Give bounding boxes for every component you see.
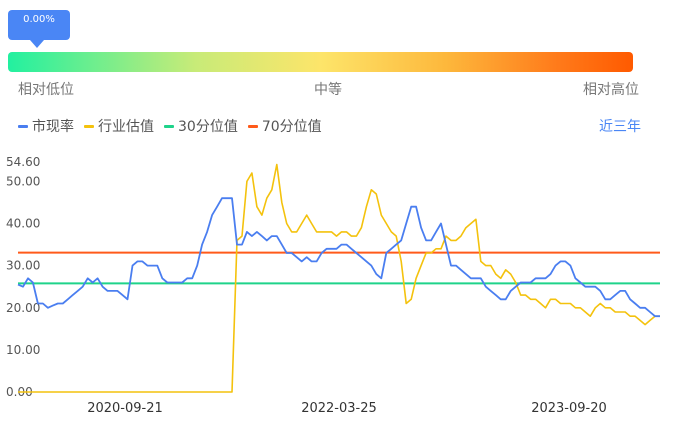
gauge-mid-label: 中等 — [314, 82, 342, 98]
x-tick-label: 2022-03-25 — [301, 401, 377, 416]
series-line-pe — [17, 197, 660, 318]
gauge-high-label: 相对高位 — [583, 82, 639, 98]
legend-swatch-pe — [18, 124, 28, 128]
x-tick-label: 2023-09-20 — [531, 401, 607, 416]
legend-item-p70[interactable]: 70分位值 — [247, 116, 322, 136]
legend-item-pe[interactable]: 市现率 — [18, 116, 74, 136]
valuation-line-chart: 54.6050.0040.0030.0020.0010.000.002020-0… — [6, 155, 660, 416]
legend-label-p70: 70分位值 — [261, 119, 322, 135]
legend-swatch-p30 — [164, 124, 174, 128]
y-tick-label: 20.00 — [6, 301, 40, 315]
legend-swatch-industry — [84, 124, 94, 128]
legend-label-pe: 市现率 — [32, 119, 74, 135]
legend-item-industry[interactable]: 行业估值 — [84, 116, 154, 136]
chart-legend: 市现率 行业估值 30分位值 70分位值 — [18, 116, 322, 136]
y-tick-label: 30.00 — [6, 259, 40, 273]
y-tick-label: 50.00 — [6, 174, 40, 188]
x-tick-label: 2020-09-21 — [87, 401, 163, 416]
valuation-gauge-bar — [8, 52, 633, 72]
legend-swatch-p70 — [247, 124, 258, 128]
legend-label-p30: 30分位值 — [178, 119, 238, 135]
range-selector-three-years[interactable]: 近三年 — [599, 119, 641, 135]
legend-item-p30[interactable]: 30分位值 — [164, 116, 238, 136]
legend-label-industry: 行业估值 — [98, 119, 154, 135]
series-line-industry — [18, 163, 660, 393]
y-tick-label: 40.00 — [6, 217, 40, 231]
tooltip-pointer-icon — [30, 40, 44, 48]
y-tick-label: 54.60 — [6, 155, 40, 169]
current-percentile-tooltip: 0.00% — [8, 10, 70, 40]
gauge-low-label: 相对低位 — [18, 82, 74, 98]
current-percentile-value: 0.00% — [23, 14, 55, 25]
y-tick-label: 10.00 — [6, 343, 40, 357]
